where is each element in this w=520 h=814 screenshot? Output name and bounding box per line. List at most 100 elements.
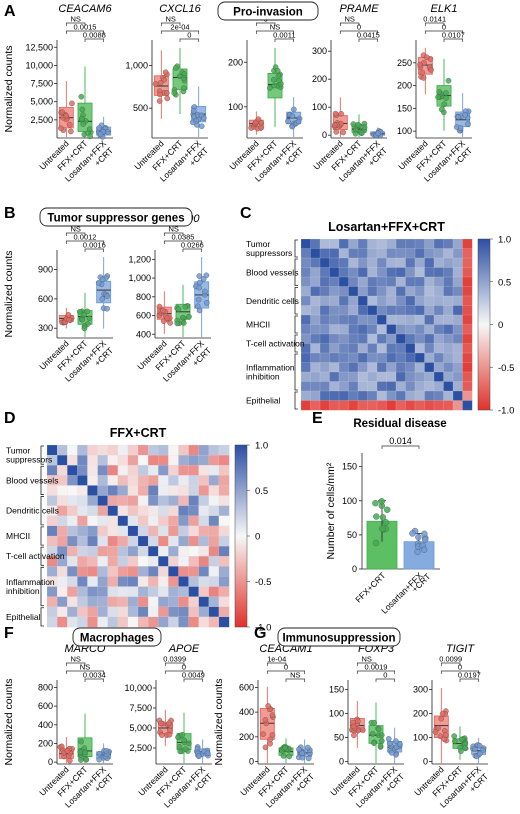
heatmap-cell: [127, 455, 139, 466]
heatmap-cell: [348, 352, 359, 363]
heatmap-cell: [367, 352, 378, 363]
heatmap-cell: [367, 267, 378, 278]
heatmap-cell: [462, 352, 473, 363]
row-bracket: [40, 546, 44, 566]
pvalue-bracket: [84, 38, 105, 42]
heatmap-cell: [300, 390, 311, 401]
heatmap-cell: [218, 485, 230, 496]
heatmap-cell: [310, 333, 321, 344]
y-tick-label: 150: [329, 685, 344, 695]
heatmap-cell: [386, 371, 397, 382]
heatmap-cell: [395, 267, 406, 278]
heatmap-cell: [319, 352, 330, 363]
pvalue-bracket: [424, 30, 464, 34]
y-tick-label: 0: [249, 757, 254, 767]
heatmap-cell: [168, 495, 179, 507]
heatmap-cell: [188, 576, 200, 587]
y-tick-label: 200: [239, 732, 254, 742]
heatmap-cell: [414, 371, 425, 382]
heatmap-cell: [148, 465, 159, 476]
data-point: [260, 731, 267, 737]
heatmap-cell: [405, 343, 416, 354]
section-title-a: Pro-invasion: [217, 1, 319, 21]
heatmap-cell: [414, 352, 425, 363]
heatmap-cell: [107, 616, 119, 628]
heatmap-cell: [433, 400, 444, 411]
heatmap-cell: [208, 495, 220, 507]
heatmap-cell: [405, 362, 416, 373]
heatmap-cell: [148, 616, 159, 628]
heatmap-cell: [329, 276, 340, 287]
heatmap-cell: [188, 596, 200, 608]
data-point: [174, 320, 181, 327]
heatmap-cell: [97, 566, 109, 577]
data-point: [465, 121, 471, 127]
data-point: [384, 506, 391, 513]
heatmap-cell: [158, 576, 169, 587]
y-axis-label-b: Normalized counts: [3, 251, 15, 338]
heatmap-cell: [168, 455, 179, 466]
pvalue-label: NS: [361, 655, 371, 664]
heatmap-cell: [97, 505, 109, 517]
heatmap-cell: [198, 515, 210, 527]
data-point: [194, 745, 201, 752]
data-point: [369, 731, 376, 737]
heatmap-cell: [348, 400, 359, 411]
heatmap-cell: [319, 295, 330, 306]
heatmap-cell: [348, 286, 359, 297]
heatmap-cell: [462, 267, 473, 278]
heatmap-cell: [443, 352, 454, 363]
heatmap-cell: [87, 444, 98, 456]
heatmap-cell: [97, 535, 109, 547]
data-point: [159, 732, 165, 738]
pvalue-label: NS: [70, 15, 80, 24]
pvalue-bracket: [163, 232, 184, 236]
heatmap-cell: [46, 616, 58, 628]
pvalue-label: 0.0088: [83, 31, 106, 40]
heatmap-title: FFX+CRT: [110, 426, 167, 440]
heatmap-cell: [117, 586, 129, 598]
heatmap-cell: [127, 596, 139, 608]
y-tick-label: 50: [334, 733, 344, 743]
heatmap-cell: [462, 305, 473, 316]
heatmap-cell: [97, 576, 109, 587]
y-tick-label: 5,000: [30, 97, 53, 107]
heatmap-cell: [158, 465, 169, 476]
heatmap-cell: [319, 400, 330, 411]
heatmap-cell: [329, 371, 340, 382]
data-point: [181, 75, 187, 81]
data-point: [270, 76, 277, 83]
heatmap-cell: [188, 525, 200, 537]
pvalue-bracket: [163, 240, 203, 244]
heatmap-cell: [137, 535, 149, 547]
heatmap-cell: [178, 586, 189, 598]
y-tick-label: 200: [38, 738, 53, 748]
pvalue-label: 0.0011: [273, 31, 295, 40]
heatmap-cell: [137, 596, 149, 608]
heatmap-cell: [300, 257, 311, 268]
heatmap-cell: [168, 576, 179, 587]
heatmap-cell: [97, 556, 109, 567]
heatmap-cell: [117, 505, 129, 517]
pvalue-label: NS: [168, 225, 178, 234]
pvalue-label: 0.0034: [83, 671, 106, 680]
pvalue-bracket: [440, 662, 461, 666]
y-axis-label-g: Normalized counts: [213, 679, 225, 766]
y-tick-label: 100: [413, 733, 428, 743]
heatmap-cell: [178, 576, 189, 587]
data-point: [104, 305, 110, 312]
pvalue-label: 1e-04: [267, 655, 286, 664]
heatmap-cell: [148, 455, 159, 466]
heatmap-cell: [198, 576, 210, 587]
data-point: [462, 112, 468, 118]
y-axis-label-a: Normalized counts: [3, 46, 15, 133]
heatmap-cell: [338, 362, 349, 373]
row-group-label: Blood vessels: [246, 267, 298, 277]
heatmap-cell: [57, 616, 68, 628]
heatmap-cell: [218, 505, 230, 517]
y-tick-label: 0: [322, 130, 327, 140]
data-point: [387, 740, 393, 747]
data-point: [99, 296, 106, 302]
heatmap-cell: [57, 465, 68, 476]
